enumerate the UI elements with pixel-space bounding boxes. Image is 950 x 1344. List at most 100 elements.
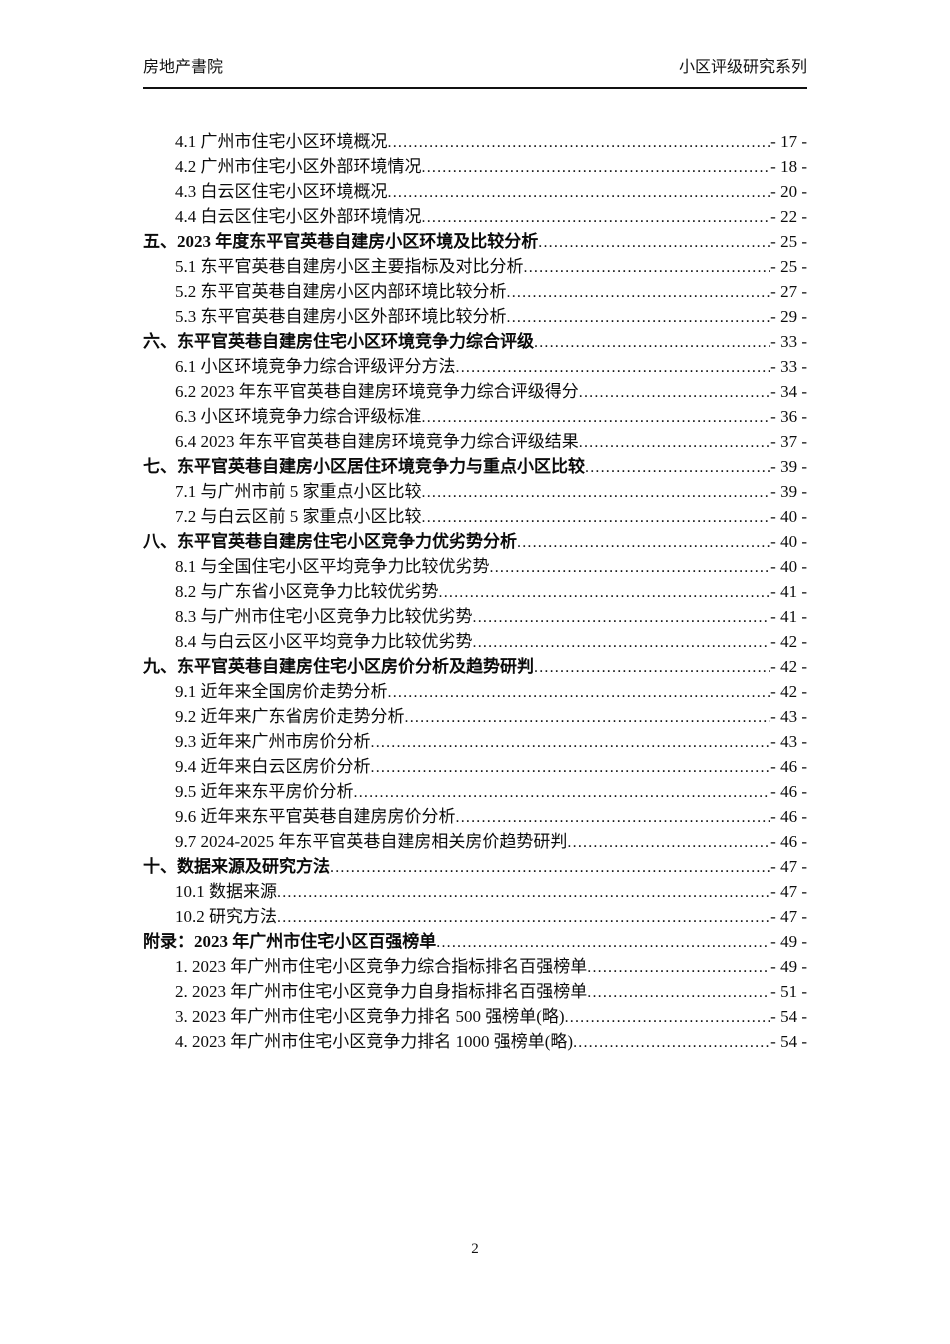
toc-entry-title: 8.2 与广东省小区竞争力比较优劣势: [175, 582, 439, 601]
toc-entry[interactable]: 4.4 白云区住宅小区外部环境情况.......................…: [143, 204, 807, 229]
toc-entry-page: - 25 -: [770, 257, 807, 276]
toc-entry[interactable]: 6.2 2023 年东平官英巷自建房环境竞争力综合评级得分...........…: [143, 379, 807, 404]
toc-entry-page: - 33 -: [770, 332, 807, 351]
toc-entry-page: - 33 -: [770, 357, 807, 376]
toc-entry[interactable]: 十、数据来源及研究方法.............................…: [143, 854, 807, 879]
toc-entry[interactable]: 9.1 近年来全国房价走势分析.........................…: [143, 679, 807, 704]
toc-entry[interactable]: 5.2 东平官英巷自建房小区内部环境比较分析..................…: [143, 279, 807, 304]
toc-leader-dots: ........................................…: [330, 859, 770, 876]
toc-entry-title: 4.4 白云区住宅小区外部环境情况: [175, 207, 422, 226]
toc-entry-page: - 42 -: [770, 657, 807, 676]
toc-entry-page: - 46 -: [770, 782, 807, 801]
toc-entry-title: 7.2 与白云区前 5 家重点小区比较: [175, 507, 422, 526]
toc-entry-title: 十、数据来源及研究方法: [143, 857, 330, 876]
toc-entry-page: - 40 -: [770, 507, 807, 526]
toc-entry-page: - 49 -: [770, 957, 807, 976]
toc-leader-dots: ........................................…: [455, 359, 771, 376]
toc-entry-title: 4.3 白云区住宅小区环境概况: [175, 182, 388, 201]
toc-entry[interactable]: 9.3 近年来广州市房价分析..........................…: [143, 729, 807, 754]
toc-entry-title: 8.1 与全国住宅小区平均竞争力比较优劣势: [175, 557, 490, 576]
toc-leader-dots: ........................................…: [438, 584, 771, 601]
header-left-title: 房地产書院: [143, 59, 224, 76]
toc-entry[interactable]: 8.4 与白云区小区平均竞争力比较优劣势....................…: [143, 629, 807, 654]
toc-entry[interactable]: 9.5 近年来东平房价分析...........................…: [143, 779, 807, 804]
toc-entry[interactable]: 8.2 与广东省小区竞争力比较优劣势......................…: [143, 579, 807, 604]
toc-leader-dots: ........................................…: [370, 734, 771, 751]
toc-entry[interactable]: 4.2 广州市住宅小区外部环境情况.......................…: [143, 154, 807, 179]
toc-entry-title: 6.1 小区环境竞争力综合评级评分方法: [175, 357, 456, 376]
toc-entry-page: - 46 -: [770, 832, 807, 851]
toc-entry[interactable]: 9.7 2024-2025 年东平官英巷自建房相关房价趋势研判.........…: [143, 829, 807, 854]
toc-leader-dots: ........................................…: [387, 134, 771, 151]
toc-leader-dots: ........................................…: [578, 434, 771, 451]
toc-entry-page: - 49 -: [770, 932, 807, 951]
toc-leader-dots: ........................................…: [587, 959, 770, 976]
toc-leader-dots: ........................................…: [421, 159, 771, 176]
toc-leader-dots: ........................................…: [472, 609, 771, 626]
table-of-contents: 4.1 广州市住宅小区环境概况.........................…: [143, 129, 807, 1054]
toc-entry-title: 5.2 东平官英巷自建房小区内部环境比较分析: [175, 282, 507, 301]
toc-leader-dots: ........................................…: [353, 784, 771, 801]
toc-entry[interactable]: 6.1 小区环境竞争力综合评级评分方法.....................…: [143, 354, 807, 379]
toc-entry[interactable]: 五、2023 年度东平官英巷自建房小区环境及比较分析..............…: [143, 229, 807, 254]
toc-entry-title: 五、2023 年度东平官英巷自建房小区环境及比较分析: [143, 232, 539, 251]
toc-entry[interactable]: 10.2 研究方法...............................…: [143, 904, 807, 929]
toc-entry-page: - 37 -: [770, 432, 807, 451]
toc-entry-title: 6.3 小区环境竞争力综合评级标准: [175, 407, 422, 426]
toc-entry-title: 10.1 数据来源: [175, 882, 277, 901]
toc-entry[interactable]: 9.4 近年来白云区房价分析..........................…: [143, 754, 807, 779]
toc-entry-title: 8.4 与白云区小区平均竞争力比较优劣势: [175, 632, 473, 651]
toc-entry[interactable]: 7.2 与白云区前 5 家重点小区比较.....................…: [143, 504, 807, 529]
toc-entry[interactable]: 7.1 与广州市前 5 家重点小区比较.....................…: [143, 479, 807, 504]
toc-entry-title: 6.4 2023 年东平官英巷自建房环境竞争力综合评级结果: [175, 432, 579, 451]
toc-leader-dots: ........................................…: [421, 409, 771, 426]
toc-entry[interactable]: 8.1 与全国住宅小区平均竞争力比较优劣势...................…: [143, 554, 807, 579]
toc-entry-page: - 43 -: [770, 707, 807, 726]
toc-entry-page: - 34 -: [770, 382, 807, 401]
toc-leader-dots: ........................................…: [436, 934, 770, 951]
toc-entry[interactable]: 4.3 白云区住宅小区环境概况.........................…: [143, 179, 807, 204]
toc-entry[interactable]: 附录：2023 年广州市住宅小区百强榜单....................…: [143, 929, 807, 954]
toc-leader-dots: ........................................…: [534, 659, 770, 676]
toc-entry[interactable]: 3. 2023 年广州市住宅小区竞争力排名 500 强榜单(略)........…: [143, 1004, 807, 1029]
toc-entry[interactable]: 九、东平官英巷自建房住宅小区房价分析及趋势研判.................…: [143, 654, 807, 679]
toc-entry-title: 8.3 与广州市住宅小区竞争力比较优劣势: [175, 607, 473, 626]
toc-leader-dots: ........................................…: [472, 634, 771, 651]
toc-entry-title: 九、东平官英巷自建房住宅小区房价分析及趋势研判: [143, 657, 534, 676]
toc-entry-page: - 54 -: [770, 1007, 807, 1026]
toc-entry[interactable]: 5.3 东平官英巷自建房小区外部环境比较分析..................…: [143, 304, 807, 329]
toc-entry-page: - 20 -: [770, 182, 807, 201]
toc-leader-dots: ........................................…: [489, 559, 771, 576]
toc-entry-page: - 40 -: [770, 532, 807, 551]
toc-entry[interactable]: 1. 2023 年广州市住宅小区竞争力综合指标排名百强榜单...........…: [143, 954, 807, 979]
toc-leader-dots: ........................................…: [587, 984, 770, 1001]
toc-leader-dots: ........................................…: [538, 234, 770, 251]
toc-entry[interactable]: 10.1 数据来源...............................…: [143, 879, 807, 904]
toc-entry[interactable]: 2. 2023 年广州市住宅小区竞争力自身指标排名百强榜单...........…: [143, 979, 807, 1004]
toc-leader-dots: ........................................…: [387, 684, 771, 701]
toc-entry[interactable]: 七、东平官英巷自建房小区居住环境竞争力与重点小区比较..............…: [143, 454, 807, 479]
toc-leader-dots: ........................................…: [523, 259, 771, 276]
toc-entry-page: - 47 -: [770, 907, 807, 926]
toc-entry-page: - 36 -: [770, 407, 807, 426]
toc-entry[interactable]: 6.4 2023 年东平官英巷自建房环境竞争力综合评级结果...........…: [143, 429, 807, 454]
toc-entry[interactable]: 4.1 广州市住宅小区环境概况.........................…: [143, 129, 807, 154]
toc-entry-title: 9.3 近年来广州市房价分析: [175, 732, 371, 751]
toc-entry[interactable]: 6.3 小区环境竞争力综合评级标准.......................…: [143, 404, 807, 429]
toc-entry[interactable]: 9.6 近年来东平官英巷自建房房价分析.....................…: [143, 804, 807, 829]
toc-entry-page: - 41 -: [770, 582, 807, 601]
toc-entry[interactable]: 9.2 近年来广东省房价走势分析........................…: [143, 704, 807, 729]
toc-entry-page: - 41 -: [770, 607, 807, 626]
toc-entry-page: - 27 -: [770, 282, 807, 301]
toc-entry-title: 6.2 2023 年东平官英巷自建房环境竞争力综合评级得分: [175, 382, 579, 401]
toc-entry[interactable]: 4. 2023 年广州市住宅小区竞争力排名 1000 强榜单(略).......…: [143, 1029, 807, 1054]
toc-leader-dots: ........................................…: [370, 759, 771, 776]
toc-entry[interactable]: 5.1 东平官英巷自建房小区主要指标及对比分析.................…: [143, 254, 807, 279]
toc-entry[interactable]: 8.3 与广州市住宅小区竞争力比较优劣势....................…: [143, 604, 807, 629]
toc-entry-title: 附录：2023 年广州市住宅小区百强榜单: [143, 932, 437, 951]
toc-leader-dots: ........................................…: [506, 309, 771, 326]
toc-entry[interactable]: 八、东平官英巷自建房住宅小区竞争力优劣势分析..................…: [143, 529, 807, 554]
toc-entry-page: - 29 -: [770, 307, 807, 326]
toc-entry[interactable]: 六、东平官英巷自建房住宅小区环境竞争力综合评级.................…: [143, 329, 807, 354]
